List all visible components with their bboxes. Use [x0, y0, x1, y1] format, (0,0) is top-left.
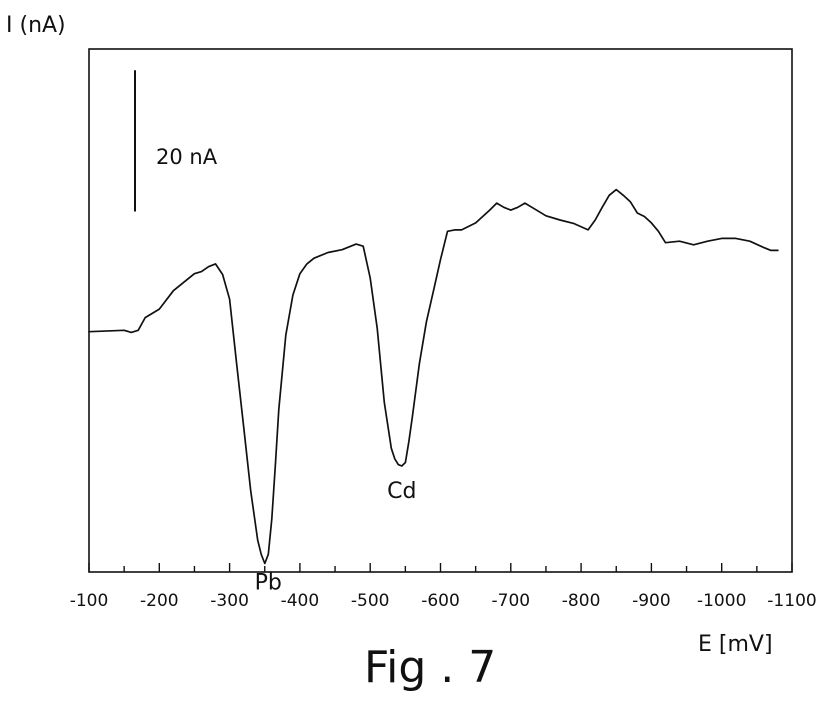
scale-bar-label: 20 nA	[156, 145, 218, 169]
x-tick-label: -900	[632, 591, 671, 611]
x-tick-label: -100	[70, 591, 109, 611]
x-tick-label: -600	[421, 591, 460, 611]
x-tick-label: -800	[562, 591, 601, 611]
x-axis-ticks	[88, 563, 793, 572]
annotation-pb: Pb	[255, 571, 282, 596]
x-axis-title: E [mV]	[698, 632, 773, 657]
y-axis-title: I (nA)	[6, 13, 66, 38]
x-axis-tick-labels: -100 -200 -300 -400 -500 -600 -700 -800 -900 -100…	[70, 591, 817, 611]
figure-caption: Fig . 7	[364, 642, 496, 693]
x-tick-label: -1100	[767, 591, 816, 611]
series-line	[88, 188, 779, 565]
x-tick-label: -200	[140, 591, 179, 611]
annotation-cd: Cd	[387, 479, 416, 504]
x-tick-label: -500	[351, 591, 390, 611]
plot-frame	[88, 48, 793, 573]
x-tick-label: -300	[210, 591, 249, 611]
x-tick-label: -700	[492, 591, 531, 611]
x-tick-label: -400	[281, 591, 320, 611]
x-tick-label: -1000	[697, 591, 746, 611]
